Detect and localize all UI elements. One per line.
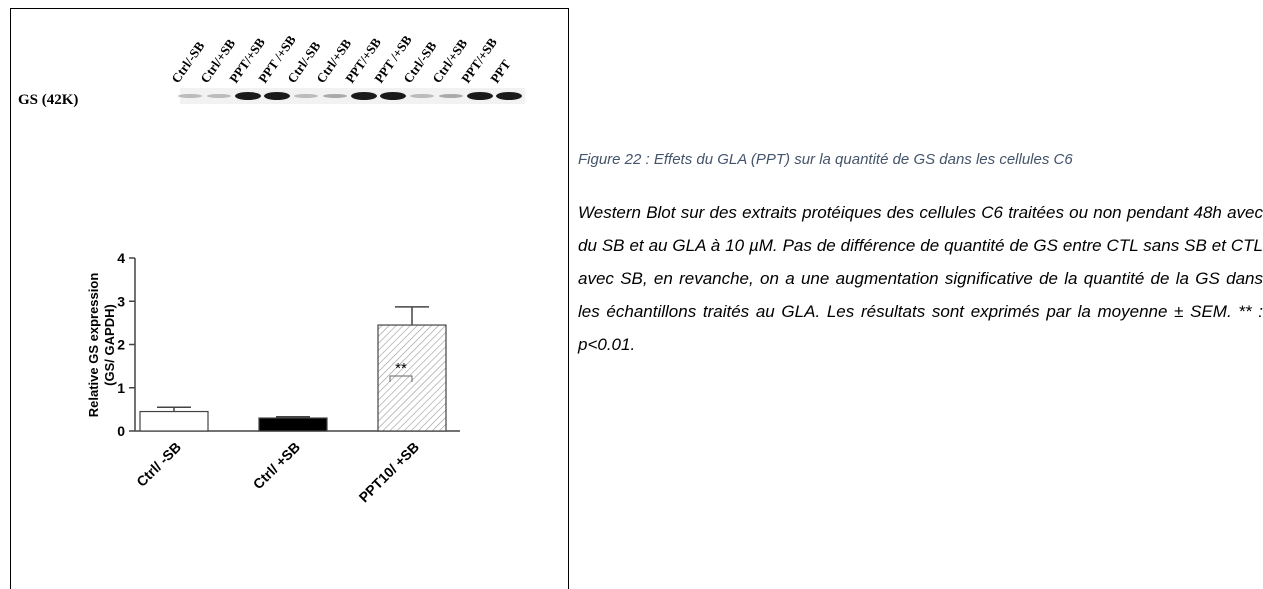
caption-body: Western Blot sur des extraits protéiques…	[578, 203, 1263, 354]
figure-cell	[10, 8, 569, 589]
y-axis-label: Relative GS expression	[86, 273, 101, 418]
bar	[258, 417, 328, 432]
y-tick-label: 2	[117, 337, 125, 353]
lane-label: PPT	[487, 57, 514, 86]
y-tick-label: 3	[117, 293, 125, 309]
blot-label: GS (42K)	[18, 92, 78, 108]
x-tick-label: Ctrl/ +SB	[250, 439, 303, 492]
significance-bracket	[389, 375, 413, 382]
figure: GS (42K) Relative GS expression (GS/ GAP…	[18, 32, 525, 506]
y-tick-label: 0	[117, 423, 125, 439]
x-tick-label: PPT10/ +SB	[356, 439, 423, 506]
y-tick-label: 1	[117, 380, 125, 396]
y-tick-label: 4	[117, 250, 125, 266]
x-tick-label: Ctrl/ -SB	[133, 439, 184, 490]
blot-bands	[178, 92, 522, 100]
y-axis-label: (GS/ GAPDH)	[102, 304, 117, 386]
bar	[139, 410, 209, 432]
caption-title: Figure 22 : Effets du GLA (PPT) sur la q…	[578, 151, 1073, 168]
page: {"blot": {"label": "GS (42K)", "lanes": …	[10, 8, 1263, 589]
significance-label: **	[395, 360, 407, 377]
